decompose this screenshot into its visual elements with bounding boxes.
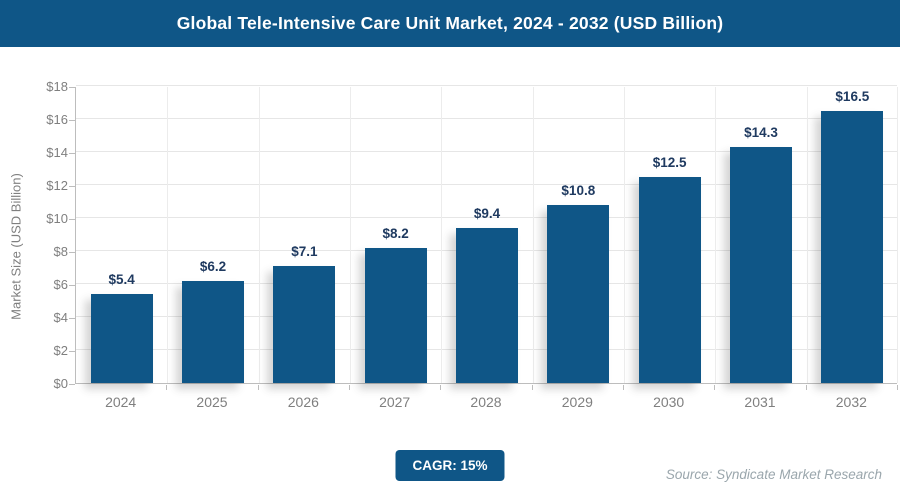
bar-value-label: $7.1 — [291, 243, 318, 259]
gridline-vertical — [897, 87, 898, 383]
gridline-vertical — [258, 87, 260, 383]
chart-title-bar: Global Tele-Intensive Care Unit Market, … — [0, 0, 900, 47]
gridline-vertical — [806, 87, 808, 383]
y-axis-tick-label: $16 — [46, 112, 68, 127]
bar-value-label: $12.5 — [652, 154, 687, 170]
y-axis-tick — [69, 384, 75, 385]
bar-2032 — [821, 110, 884, 383]
cagr-badge: CAGR: 15% — [395, 450, 505, 481]
x-axis-tick-label: 2027 — [379, 394, 411, 410]
x-axis-tick-label: 2028 — [470, 394, 502, 410]
y-axis-tick-label: $4 — [53, 310, 68, 325]
gridline-vertical — [624, 87, 625, 383]
y-axis-tick — [69, 87, 75, 88]
bar-value-label: $8.2 — [382, 225, 409, 241]
gridline-vertical — [715, 87, 717, 383]
gridline-horizontal — [76, 151, 897, 152]
gridline-horizontal — [76, 184, 897, 185]
bar-value-label: $5.4 — [108, 271, 135, 287]
bar-value-label: $6.2 — [199, 258, 227, 274]
bar-2031 — [730, 147, 792, 383]
x-axis-tick-label: 2024 — [105, 394, 137, 410]
bar-value-label: $16.5 — [835, 88, 870, 104]
x-axis-tick-label: 2026 — [287, 394, 319, 410]
x-axis-tick-label: 2032 — [835, 394, 867, 410]
y-axis-tick-label: $6 — [53, 277, 68, 292]
bar-2025 — [182, 280, 244, 383]
x-axis-tick — [623, 385, 624, 390]
bar-value-label: $10.8 — [561, 182, 596, 198]
bar-2029 — [547, 204, 610, 383]
bar-2024 — [90, 293, 153, 383]
y-axis-tick — [69, 153, 75, 154]
y-axis-tick-label: $18 — [46, 79, 68, 94]
source-note: Source: Syndicate Market Research — [665, 467, 882, 482]
gridline-vertical — [441, 87, 443, 383]
x-axis-tick-label: 2029 — [561, 394, 593, 410]
y-axis-tick — [69, 120, 75, 121]
y-axis-tick-label: $0 — [53, 376, 68, 391]
bar-2027 — [364, 247, 427, 383]
gridline-vertical — [532, 87, 534, 383]
x-axis-tick — [714, 385, 716, 390]
x-axis-tick-label: 2031 — [744, 394, 776, 410]
gridline-vertical — [350, 87, 351, 383]
cagr-label: CAGR: 15% — [412, 458, 488, 473]
x-axis-tick — [349, 385, 350, 390]
x-axis-tick — [257, 385, 259, 390]
bar-2028 — [456, 227, 518, 383]
y-axis-tick-label: $2 — [53, 343, 68, 358]
bar-2026 — [273, 265, 336, 383]
x-axis-tick-label: 2025 — [196, 394, 228, 410]
y-axis-title: Market Size (USD Billion) — [8, 173, 24, 320]
bar-2030 — [638, 176, 701, 383]
chart-title: Global Tele-Intensive Care Unit Market, … — [176, 13, 724, 33]
x-axis-tick — [440, 385, 442, 390]
y-axis-tick-label: $14 — [46, 145, 68, 160]
x-axis-tick — [805, 385, 807, 390]
y-axis-tick-label: $10 — [46, 211, 68, 226]
x-axis-tick — [531, 385, 533, 390]
gridline-horizontal — [76, 85, 897, 86]
gridline-horizontal — [76, 118, 897, 119]
plot-area: $5.4 $6.2 $7.1 $8.2 $9.4 $10.8 $12.5 $14.3 $16.5 — [75, 85, 898, 384]
bar-value-label: $14.3 — [744, 125, 778, 141]
y-axis-tick — [69, 318, 75, 319]
x-axis-tick — [166, 385, 168, 390]
gridline-vertical — [167, 87, 169, 383]
bar-value-label: $9.4 — [473, 205, 501, 221]
gridline-horizontal — [76, 217, 897, 218]
y-axis-tick — [69, 252, 75, 253]
y-axis-tick — [69, 186, 75, 187]
y-axis-tick — [69, 351, 75, 352]
y-axis-tick — [69, 219, 75, 220]
y-axis-tick — [69, 285, 75, 286]
y-axis-tick-label: $12 — [46, 178, 68, 193]
x-axis-tick — [897, 385, 898, 390]
x-axis-tick-label: 2030 — [653, 394, 685, 410]
y-axis-tick-label: $8 — [53, 244, 68, 259]
